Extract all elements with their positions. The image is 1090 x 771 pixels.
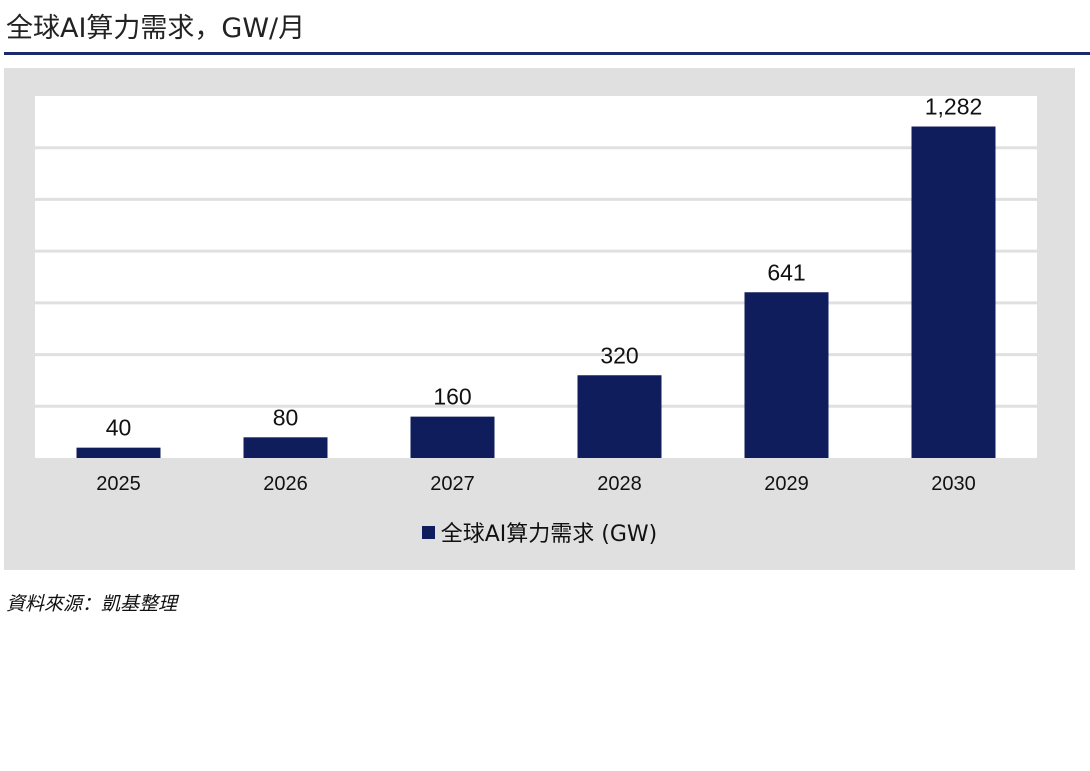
- bar-2029: [744, 292, 829, 458]
- data-label-2027: 160: [433, 384, 471, 410]
- chart-title: 全球AI算力需求，GW/月: [6, 13, 306, 44]
- bar-2028: [577, 375, 662, 458]
- data-label-2030: 1,282: [925, 94, 983, 120]
- legend-swatch: [421, 526, 435, 539]
- x-tick-2026: 2026: [263, 473, 308, 495]
- bar-2030: [911, 126, 996, 459]
- source-note: 資料來源：凱基整理: [6, 593, 178, 615]
- bar-chart: 40 2025 80 2026 160 2027 320 2028 641 2029 1,282 20…: [35, 94, 1037, 495]
- x-tick-2028: 2028: [597, 473, 642, 495]
- chart-legend: 全球AI算力需求 (GW): [4, 516, 1075, 548]
- x-tick-2025: 2025: [96, 473, 141, 495]
- bar-2027: [410, 416, 495, 458]
- bar-2026: [243, 437, 328, 458]
- plot-area: [35, 96, 1037, 458]
- legend-label: 全球AI算力需求 (GW): [440, 522, 658, 547]
- title-divider: [4, 52, 1090, 55]
- data-label-2026: 80: [273, 404, 299, 430]
- data-label-2028: 320: [600, 342, 638, 368]
- data-label-2025: 40: [106, 415, 132, 441]
- x-tick-2030: 2030: [931, 473, 976, 495]
- chart-area: 40 2025 80 2026 160 2027 320 2028 641 2029 1,282 20…: [4, 68, 1075, 570]
- bar-2025: [76, 447, 161, 458]
- x-tick-2027: 2027: [430, 473, 475, 495]
- x-tick-2029: 2029: [764, 473, 809, 495]
- data-label-2029: 641: [767, 259, 805, 285]
